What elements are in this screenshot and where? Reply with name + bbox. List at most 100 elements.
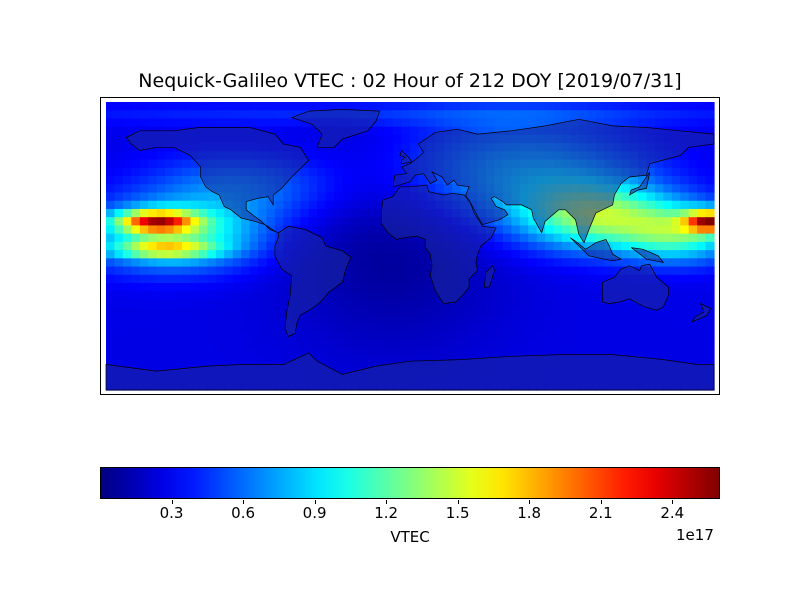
heatmap-cell xyxy=(680,225,690,235)
heatmap-cell xyxy=(562,102,572,111)
heatmap-cell xyxy=(562,348,572,358)
heatmap-cell xyxy=(629,241,639,251)
heatmap-cell xyxy=(671,208,681,218)
heatmap-cell xyxy=(106,299,116,309)
heatmap-cell xyxy=(536,340,546,350)
heatmap-cell xyxy=(376,208,386,218)
heatmap-cell xyxy=(511,233,521,243)
heatmap-cell xyxy=(401,266,411,276)
heatmap-cell xyxy=(182,307,192,317)
heatmap-cell xyxy=(359,307,369,317)
heatmap-cell xyxy=(232,315,242,325)
heatmap-cell xyxy=(705,307,715,317)
heatmap-cell xyxy=(494,233,504,243)
heatmap-cell xyxy=(198,208,208,218)
heatmap-cell xyxy=(621,241,631,251)
heatmap-cell xyxy=(384,118,394,128)
heatmap-cell xyxy=(536,250,546,259)
heatmap-cell xyxy=(266,274,276,284)
heatmap-cell xyxy=(224,258,234,268)
heatmap-cell xyxy=(350,192,360,202)
heatmap-cell xyxy=(705,315,715,325)
heatmap-cell xyxy=(705,283,715,292)
heatmap-cell xyxy=(317,200,327,210)
heatmap-cell xyxy=(367,250,377,259)
heatmap-cell xyxy=(578,299,588,309)
heatmap-cell xyxy=(258,315,268,325)
heatmap-cell xyxy=(646,102,656,111)
heatmap-cell xyxy=(241,217,251,227)
heatmap-cell xyxy=(680,348,690,358)
heatmap-cell xyxy=(106,241,116,251)
heatmap-cell xyxy=(477,283,487,292)
heatmap-cell xyxy=(443,315,453,325)
heatmap-cell xyxy=(182,324,192,333)
heatmap-cell xyxy=(410,315,420,325)
heatmap-cell xyxy=(612,241,622,251)
heatmap-cell xyxy=(671,274,681,284)
heatmap-cell xyxy=(570,241,580,251)
heatmap-cell xyxy=(528,258,538,268)
heatmap-cell xyxy=(106,159,116,169)
heatmap-cell xyxy=(511,340,521,350)
heatmap-cell xyxy=(173,307,183,317)
heatmap-cell xyxy=(519,241,529,251)
heatmap-cell xyxy=(190,283,200,292)
heatmap-cell xyxy=(198,283,208,292)
heatmap-cell xyxy=(148,233,158,243)
heatmap-cell xyxy=(249,357,259,366)
heatmap-cell xyxy=(182,258,192,268)
heatmap-cell xyxy=(393,299,403,309)
heatmap-cell xyxy=(663,208,673,218)
heatmap-cell xyxy=(646,192,656,202)
heatmap-cell xyxy=(469,340,479,350)
heatmap-cell xyxy=(460,332,470,342)
heatmap-cell xyxy=(148,159,158,169)
heatmap-cell xyxy=(384,291,394,301)
heatmap-cell xyxy=(215,110,225,120)
heatmap-cell xyxy=(283,274,293,284)
heatmap-cell xyxy=(452,118,462,128)
heatmap-cell xyxy=(190,184,200,194)
heatmap-cell xyxy=(604,324,614,333)
heatmap-cell xyxy=(249,118,259,128)
heatmap-cell xyxy=(578,110,588,120)
coastlines xyxy=(105,109,715,391)
heatmap-cell xyxy=(638,208,648,218)
heatmap-cell xyxy=(595,324,605,333)
heatmap-cell xyxy=(663,299,673,309)
heatmap-cell xyxy=(688,233,698,243)
heatmap-cell xyxy=(215,102,225,111)
heatmap-cell xyxy=(215,233,225,243)
heatmap-cell xyxy=(595,118,605,128)
heatmap-cell xyxy=(663,340,673,350)
heatmap-cell xyxy=(114,184,124,194)
heatmap-cell xyxy=(536,266,546,276)
heatmap-cell xyxy=(122,315,132,325)
heatmap-cell xyxy=(317,102,327,111)
heatmap-cell xyxy=(680,102,690,111)
heatmap-cell xyxy=(621,340,631,350)
heatmap-cell xyxy=(148,315,158,325)
heatmap-cell xyxy=(258,274,268,284)
heatmap-cell xyxy=(350,307,360,317)
heatmap-cell xyxy=(190,332,200,342)
heatmap-cell xyxy=(224,118,234,128)
heatmap-cell xyxy=(384,126,394,136)
heatmap-cell xyxy=(122,340,132,350)
heatmap-cell xyxy=(173,357,183,366)
heatmap-cell xyxy=(680,324,690,333)
heatmap-cell xyxy=(317,217,327,227)
heatmap-cell xyxy=(621,315,631,325)
heatmap-cell xyxy=(249,258,259,268)
heatmap-cell xyxy=(224,266,234,276)
heatmap-cell xyxy=(165,274,175,284)
heatmap-cell xyxy=(232,307,242,317)
heatmap-cell xyxy=(308,348,318,358)
heatmap-cell xyxy=(232,225,242,235)
heatmap-cell xyxy=(477,340,487,350)
heatmap-cell xyxy=(198,250,208,259)
heatmap-cell xyxy=(553,233,563,243)
heatmap-cell xyxy=(114,118,124,128)
heatmap-cell xyxy=(528,118,538,128)
